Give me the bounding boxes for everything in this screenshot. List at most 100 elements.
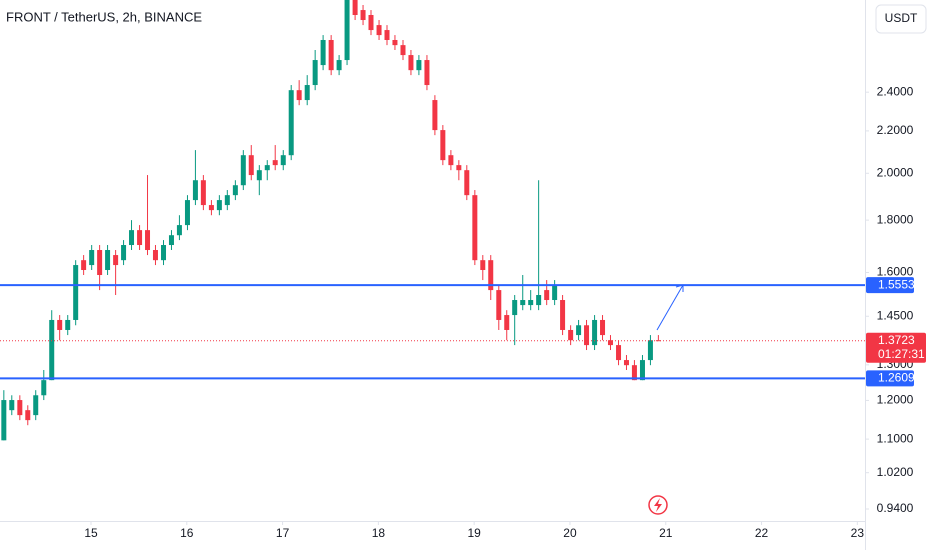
candle-body [528,300,534,306]
y-tick-label: 1.2000 [877,393,914,407]
alert-icon-bolt [654,498,662,512]
candle-body [344,0,350,61]
level-box [866,370,914,387]
candle-body [240,155,246,186]
candle-body [639,360,645,381]
currency-button[interactable] [875,4,927,34]
candle-body [9,400,15,411]
last-price-box [866,332,926,363]
y-tick-label: 1.8000 [877,212,914,226]
candle-body [336,60,342,71]
candle-body [616,345,622,361]
candle-body [137,230,143,246]
candle-body [105,250,111,271]
candle-body [488,260,494,291]
candle-body [208,205,214,211]
candle-body [312,60,318,86]
x-tick-label: 23 [851,526,865,540]
candle-body [424,60,430,86]
y-tick-label: 2.0000 [877,165,914,179]
candle-body [392,39,398,46]
candle-body [280,155,286,166]
candle-body [352,0,358,16]
candle-body [248,155,254,176]
candle-body [408,55,414,71]
candle-body [89,250,95,266]
candle-body [320,39,326,66]
candle-body [168,235,174,246]
candle-body [161,245,167,261]
y-tick-label: 1.6000 [877,265,914,279]
y-tick-label: 1.0200 [877,465,914,479]
x-tick-label: 21 [659,526,673,540]
y-tick-label: 1.4500 [877,308,914,322]
candle-body [272,160,278,166]
candle-body [256,170,262,181]
candle-body [81,260,87,271]
level-label: 1.5553 [878,277,915,291]
plot-area [0,0,865,441]
candle-body [25,410,31,421]
countdown-label: 01:27:31 [878,347,925,361]
alert-icon[interactable] [648,495,668,515]
candle-body [288,90,294,156]
candle-body [17,400,23,416]
candle-body [65,319,71,330]
candle-body [631,365,637,381]
candle-body [496,290,502,320]
candle-body [464,170,470,196]
level-label: 1.2609 [878,371,915,385]
candle-body [432,100,438,131]
annotation-arrow [656,284,684,331]
candle-body [176,225,182,236]
candle-body [152,250,158,261]
candle-body [121,245,127,261]
candle-body [41,380,47,396]
y-tick-label: 0.9400 [877,501,914,515]
candle-body [232,185,238,196]
level-box [866,277,914,294]
candle-body [416,60,422,71]
x-tick-label: 19 [467,526,481,540]
candle-body [376,25,382,36]
last-price-label: 1.3723 [878,333,915,347]
candle-body [456,165,462,171]
y-tick-label: 2.4000 [877,84,914,98]
candle-body [536,295,542,306]
candle-body [607,340,613,346]
candle-body [552,285,558,301]
candle-body [384,30,390,40]
candle-body [1,400,7,441]
candle-body [448,155,454,166]
candle-body [264,165,270,171]
candle-body [512,300,518,316]
candle-body [576,325,582,336]
currency-label[interactable]: USDT [885,11,918,25]
candle-body [184,200,190,226]
candle-body [360,10,366,21]
candle-body [584,325,590,346]
candle-body [57,319,63,330]
candle-body [440,130,446,161]
y-tick-label: 2.2000 [877,123,914,137]
candle-body [600,319,606,336]
candle-body [73,265,79,320]
candle-body [304,85,310,101]
candle-body [328,39,334,71]
candle-body [200,180,206,206]
candle-body [520,300,526,306]
y-tick-label: 1.1000 [877,431,914,445]
candle-body [216,200,222,211]
candle-body [568,329,574,341]
candle-body [33,395,39,416]
candle-body [49,319,55,381]
candle-body [655,340,661,342]
candle-body [129,230,135,246]
candle-body [97,250,103,276]
candle-body [480,260,486,271]
candle-body [544,290,550,301]
candle-body [192,180,198,201]
candle-body [472,195,478,261]
